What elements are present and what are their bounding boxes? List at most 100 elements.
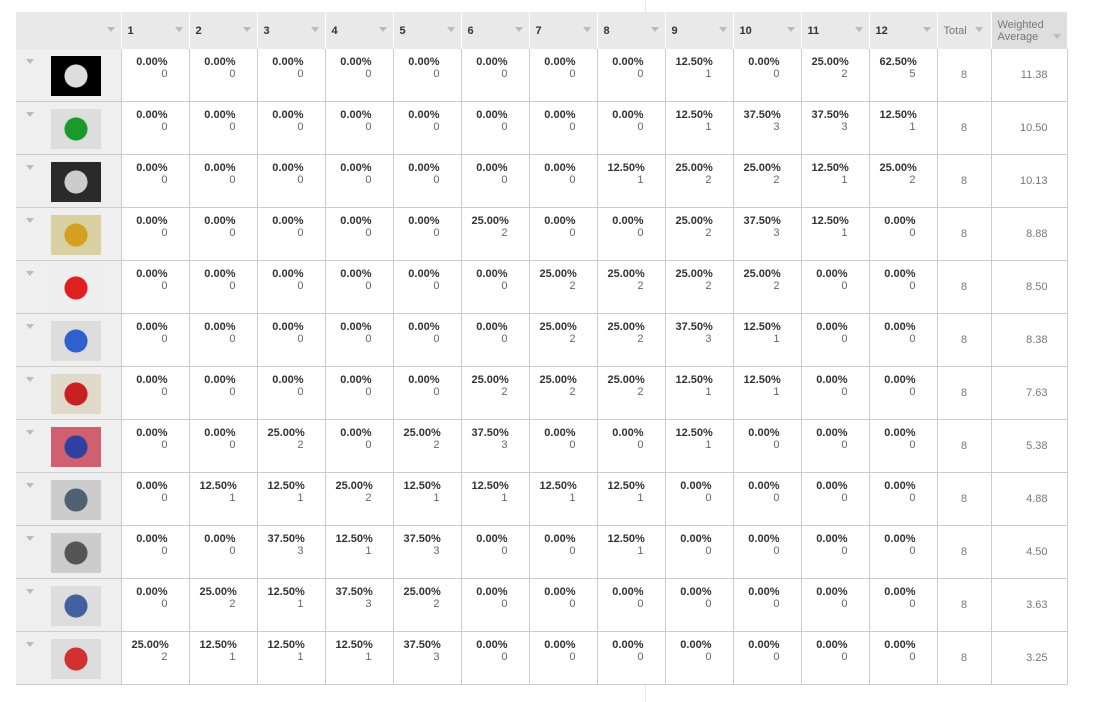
rank-cell: 0.00% 0 xyxy=(664,631,734,685)
sort-arrow-icon[interactable] xyxy=(974,27,983,32)
header-rank-10[interactable]: 10 xyxy=(733,12,802,49)
percent-value: 0.00% xyxy=(272,215,304,227)
rank-cell: 0.00% 0 xyxy=(868,419,938,473)
percent-value: 0.00% xyxy=(476,162,508,174)
header-rank-7[interactable]: 7 xyxy=(529,12,598,49)
row-menu-arrow-icon[interactable] xyxy=(26,377,34,382)
percent-value: 0.00% xyxy=(884,321,916,333)
sort-arrow-icon[interactable] xyxy=(174,27,183,32)
count-value: 0 xyxy=(637,651,644,663)
count-value: 2 xyxy=(501,386,508,398)
header-rank-6[interactable]: 6 xyxy=(461,12,530,49)
rank-cell: 12.50% 1 xyxy=(800,154,870,208)
header-label: 9 xyxy=(671,24,678,37)
row-menu-arrow-icon[interactable] xyxy=(26,589,34,594)
header-rank-1[interactable]: 1 xyxy=(121,12,190,49)
header-image-column[interactable] xyxy=(16,12,122,49)
header-rank-2[interactable]: 2 xyxy=(189,12,258,49)
percent-value: 37.50% xyxy=(267,533,305,545)
row-menu-arrow-icon[interactable] xyxy=(26,165,34,170)
sort-arrow-icon[interactable] xyxy=(650,27,659,32)
count-value: 0 xyxy=(909,651,916,663)
sort-arrow-icon[interactable] xyxy=(310,27,319,32)
header-rank-4[interactable]: 4 xyxy=(325,12,394,49)
header-label: Average xyxy=(997,30,1039,43)
percent-value: 0.00% xyxy=(748,586,780,598)
row-menu-arrow-icon[interactable] xyxy=(26,536,34,541)
rank-cell: 0.00% 0 xyxy=(188,366,258,420)
sort-arrow-icon[interactable] xyxy=(106,27,115,32)
header-weighted-average[interactable]: Weighted Average xyxy=(991,12,1068,49)
percent-value: 0.00% xyxy=(408,215,440,227)
count-value: 3 xyxy=(841,121,848,133)
count-value: 0 xyxy=(433,174,440,186)
weighted-average-value: 8.50 xyxy=(990,260,1068,314)
rank-cell: 25.00% 2 xyxy=(256,419,326,473)
rank-cell: 0.00% 0 xyxy=(732,578,802,632)
row-menu-arrow-icon[interactable] xyxy=(26,59,34,64)
row-menu-arrow-icon[interactable] xyxy=(26,271,34,276)
row-menu-arrow-icon[interactable] xyxy=(26,483,34,488)
rank-cell: 0.00% 0 xyxy=(732,49,802,102)
rank-cell: 0.00% 0 xyxy=(528,154,598,208)
row-menu-arrow-icon[interactable] xyxy=(26,324,34,329)
count-value: 1 xyxy=(501,492,508,504)
sort-arrow-icon[interactable] xyxy=(718,27,727,32)
sort-arrow-icon[interactable] xyxy=(854,27,863,32)
rank-cell: 37.50% 3 xyxy=(800,101,870,155)
total-value: 8 xyxy=(936,419,992,473)
percent-value: 0.00% xyxy=(544,427,576,439)
sort-arrow-icon[interactable] xyxy=(446,27,455,32)
count-value: 3 xyxy=(705,333,712,345)
percent-value: 0.00% xyxy=(612,56,644,68)
sort-arrow-icon[interactable] xyxy=(1052,34,1061,39)
sort-arrow-icon[interactable] xyxy=(582,27,591,32)
sort-arrow-icon[interactable] xyxy=(922,27,931,32)
count-value: 1 xyxy=(637,545,644,557)
percent-value: 0.00% xyxy=(680,533,712,545)
count-value: 0 xyxy=(161,439,168,451)
rank-cell: 0.00% 0 xyxy=(528,207,598,261)
sort-arrow-icon[interactable] xyxy=(786,27,795,32)
count-value: 1 xyxy=(705,121,712,133)
row-menu-arrow-icon[interactable] xyxy=(26,218,34,223)
sort-arrow-icon[interactable] xyxy=(242,27,251,32)
count-value: 0 xyxy=(773,68,780,80)
percent-value: 0.00% xyxy=(748,533,780,545)
row-menu-arrow-icon[interactable] xyxy=(26,430,34,435)
count-value: 3 xyxy=(433,545,440,557)
header-total[interactable]: Total xyxy=(937,12,992,49)
count-value: 0 xyxy=(637,439,644,451)
item-thumbnail xyxy=(51,480,101,520)
weighted-average-value: 3.25 xyxy=(990,631,1068,685)
header-rank-11[interactable]: 11 xyxy=(801,12,870,49)
count-value: 0 xyxy=(433,227,440,239)
percent-value: 0.00% xyxy=(544,533,576,545)
percent-value: 0.00% xyxy=(408,374,440,386)
count-value: 1 xyxy=(297,492,304,504)
header-rank-3[interactable]: 3 xyxy=(257,12,326,49)
header-rank-12[interactable]: 12 xyxy=(869,12,938,49)
percent-value: 0.00% xyxy=(340,427,372,439)
row-menu-arrow-icon[interactable] xyxy=(26,112,34,117)
rank-cell: 25.00% 2 xyxy=(120,631,190,685)
row-menu-arrow-icon[interactable] xyxy=(26,642,34,647)
header-rank-5[interactable]: 5 xyxy=(393,12,462,49)
rank-cell: 0.00% 0 xyxy=(392,366,462,420)
percent-value: 0.00% xyxy=(204,533,236,545)
sort-arrow-icon[interactable] xyxy=(514,27,523,32)
sort-arrow-icon[interactable] xyxy=(378,27,387,32)
row-image-cell xyxy=(16,419,122,473)
rank-cell: 25.00% 2 xyxy=(460,207,530,261)
rank-cell: 0.00% 0 xyxy=(120,49,190,102)
rank-cell: 0.00% 0 xyxy=(256,207,326,261)
total-value: 8 xyxy=(936,313,992,367)
table-row: 0.00% 0 0.00% 0 25.00% 2 0.00% 0 25.00% 2 37.50% 3 0… xyxy=(16,419,1068,473)
count-value: 2 xyxy=(229,598,236,610)
rank-cell: 37.50% 3 xyxy=(256,525,326,579)
count-value: 0 xyxy=(433,68,440,80)
header-rank-9[interactable]: 9 xyxy=(665,12,734,49)
count-value: 2 xyxy=(909,174,916,186)
rank-cell: 12.50% 1 xyxy=(324,631,394,685)
header-rank-8[interactable]: 8 xyxy=(597,12,666,49)
